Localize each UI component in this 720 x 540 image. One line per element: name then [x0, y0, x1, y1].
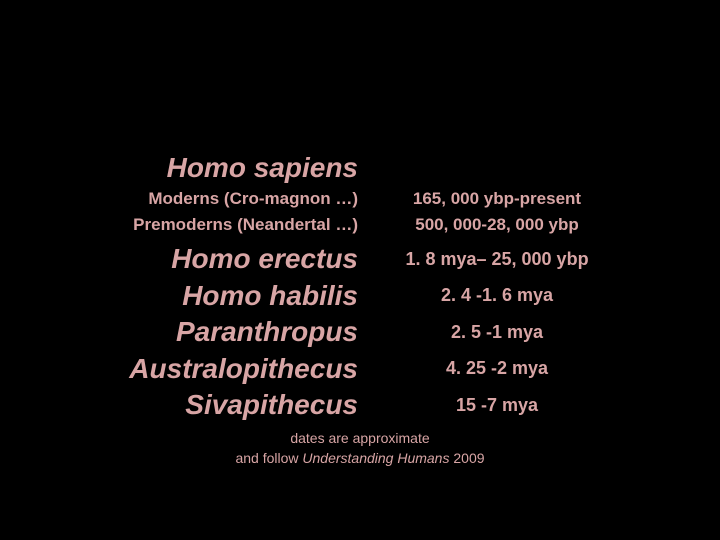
row-australopithecus: Australopithecus 4. 25 -2 mya	[0, 351, 720, 387]
row-moderns: Moderns (Cro-magnon …) 165, 000 ybp-pres…	[0, 186, 720, 212]
row-erectus: Homo erectus 1. 8 mya– 25, 000 ybp	[0, 241, 720, 277]
row-sivapithecus: Sivapithecus 15 -7 mya	[0, 387, 720, 423]
species-habilis: Homo habilis	[0, 278, 370, 314]
date-premoderns: 500, 000-28, 000 ybp	[382, 212, 612, 238]
date-australopithecus: 4. 25 -2 mya	[382, 355, 612, 382]
date-sivapithecus: 15 -7 mya	[382, 392, 612, 419]
date-paranthropus: 2. 5 -1 mya	[382, 319, 612, 346]
date-habilis: 2. 4 -1. 6 mya	[382, 282, 612, 309]
footnote: dates are approximate and follow Underst…	[0, 429, 720, 468]
date-moderns: 165, 000 ybp-present	[382, 186, 612, 212]
species-sivapithecus: Sivapithecus	[0, 387, 370, 423]
row-premoderns: Premoderns (Neandertal …) 500, 000-28, 0…	[0, 212, 720, 238]
label-moderns: Moderns (Cro-magnon …)	[0, 186, 370, 212]
date-erectus: 1. 8 mya– 25, 000 ybp	[382, 246, 612, 273]
timeline-content: Homo sapiens Moderns (Cro-magnon …) 165,…	[0, 150, 720, 469]
species-erectus: Homo erectus	[0, 241, 370, 277]
species-paranthropus: Paranthropus	[0, 314, 370, 350]
species-sapiens: Homo sapiens	[0, 150, 370, 186]
footnote-line2: and follow Understanding Humans 2009	[0, 449, 720, 469]
footnote-line1: dates are approximate	[0, 429, 720, 449]
species-australopithecus: Australopithecus	[0, 351, 370, 387]
row-paranthropus: Paranthropus 2. 5 -1 mya	[0, 314, 720, 350]
row-sapiens: Homo sapiens	[0, 150, 720, 186]
label-premoderns: Premoderns (Neandertal …)	[0, 212, 370, 238]
row-habilis: Homo habilis 2. 4 -1. 6 mya	[0, 278, 720, 314]
